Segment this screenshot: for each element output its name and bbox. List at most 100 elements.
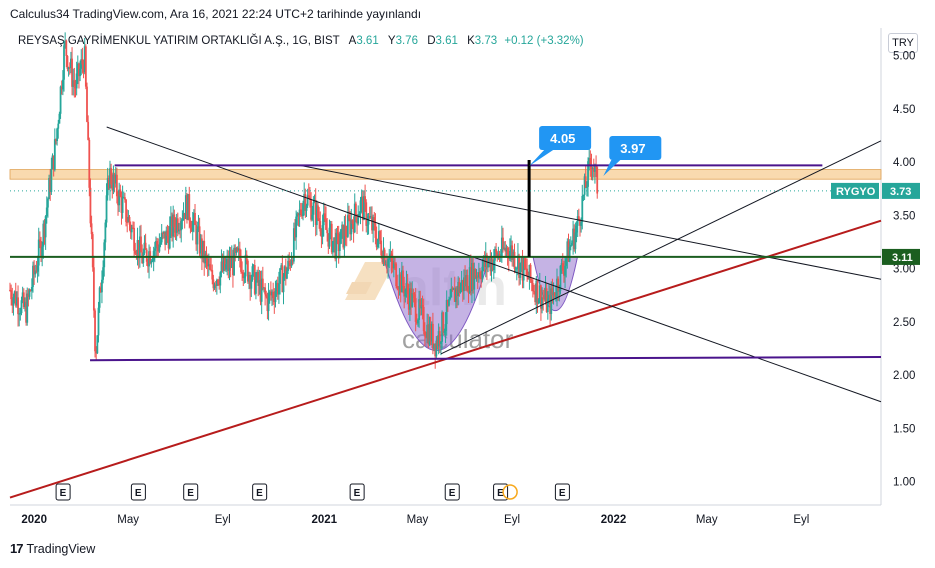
candle-body [554,296,557,298]
candle-body [440,341,442,344]
candle-body [361,196,364,220]
candle-body [168,226,171,249]
candle-body [103,242,106,268]
candle-body [294,228,296,238]
candle-body [51,155,54,169]
candle-body [281,265,284,293]
candle-body [407,293,410,310]
candle-body [417,319,419,324]
candle-body [305,205,308,211]
candle-body [566,241,569,259]
candle-body [89,187,92,224]
candle-body [360,196,363,201]
candle-body [212,279,215,289]
candle-body [391,260,394,269]
candle-body [71,58,73,87]
candle-body [206,258,209,267]
candle-body [279,268,281,284]
candle-body [345,236,348,238]
candle-body [550,288,553,314]
candle-body [164,231,167,245]
candle-body [429,324,432,342]
candle-body [529,264,532,281]
candle-body [255,280,257,294]
candle-body [76,63,79,74]
candle-body [79,68,82,77]
candle-body [580,222,583,226]
candle-body [67,67,70,69]
candle-body [80,59,83,69]
candle-body [220,261,223,273]
candle-body [101,279,103,293]
candle-body [166,230,169,236]
candle-body [394,263,396,265]
candle-body [356,214,358,224]
candle-body [295,216,298,238]
candle-body [552,292,555,296]
candle-body [381,255,384,263]
candle-body [503,247,506,249]
candle-body [57,123,60,129]
candle-body [442,312,445,333]
candle-body [20,300,23,314]
event-glyph: E [187,488,194,499]
candle-body [132,227,134,229]
last-price-tag-box [882,182,920,199]
candle-body [188,194,191,221]
candle-body [537,299,540,304]
candle-body [546,298,549,313]
candle-body [214,284,217,286]
candle-body [513,251,516,269]
candle-body [445,299,448,325]
candle-body [136,240,139,255]
candle-body [326,229,329,234]
candle-body [34,270,37,275]
candle-body [172,214,175,237]
candle-body [126,221,129,223]
candle-body [84,46,87,87]
candle-body [29,290,32,292]
candle-body [260,278,263,302]
candle-body [489,258,492,272]
candle-body [583,176,586,195]
candle-body [180,221,183,231]
candle-body [21,292,24,301]
earnings-event-icon [349,483,365,501]
candle-body [480,276,483,280]
candle-body [365,202,368,226]
candle-body [215,279,218,286]
candle-body [349,218,352,235]
candle-body [474,269,477,279]
candle-body [271,291,273,296]
candle-body [45,207,48,217]
candle-body [210,269,213,271]
candle-body [194,212,196,225]
x-tick-label: Eyl [215,514,231,526]
candle-body [338,243,341,252]
earnings-event-icon [55,483,71,501]
candle-body [563,270,565,276]
candle-body [410,288,412,307]
candle-body [333,237,335,242]
candle-body [373,217,376,224]
candle-body [431,323,434,349]
candle-body [300,214,303,217]
candle-body [595,165,597,168]
candle-body [113,174,116,184]
candle-body [297,213,300,216]
candle-body [534,291,537,303]
event-glyph: E [60,488,67,499]
candle-body [451,288,454,290]
candle-body [459,286,462,293]
candle-body [229,258,232,268]
candle-body [248,275,250,282]
currency-button[interactable]: TRY [888,33,918,53]
candle-body [452,288,455,290]
candle-body [481,266,484,280]
candle-body [179,229,181,231]
candle-body [508,250,511,260]
candle-body [284,266,287,279]
candle-body [33,265,36,275]
candle-body [234,247,237,253]
